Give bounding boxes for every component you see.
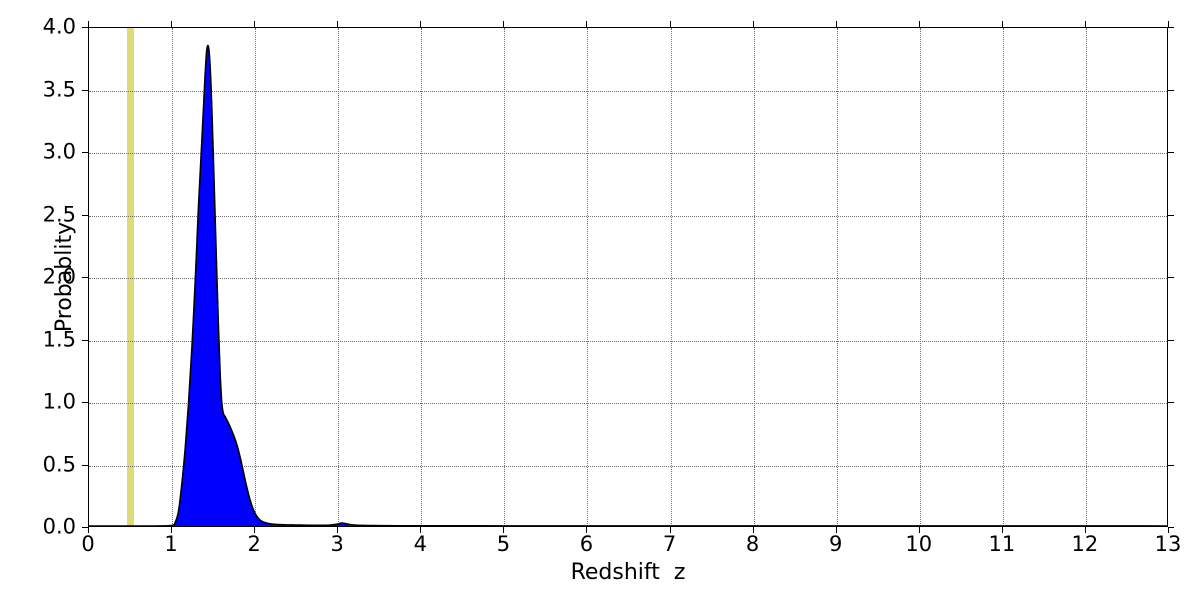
gridline-vertical [255, 28, 257, 526]
x-tick-mark-top [171, 21, 173, 27]
gridline-horizontal [89, 340, 1167, 342]
x-tick-mark [586, 527, 588, 533]
y-tick-mark-right [1168, 152, 1174, 153]
y-tick-label: 4.0 [42, 14, 76, 39]
y-tick-mark [82, 152, 88, 153]
y-tick-mark [82, 339, 88, 341]
x-tick-label: 2 [247, 532, 261, 556]
y-tick-mark-right [1168, 527, 1174, 528]
y-tick-mark [82, 214, 88, 216]
y-tick-mark-right [1168, 27, 1174, 28]
gridline-horizontal [89, 278, 1167, 279]
x-tick-mark-top [1168, 21, 1169, 27]
pdf-fill-area [89, 45, 1167, 526]
x-tick-label: 5 [496, 532, 511, 556]
x-tick-mark-top [254, 21, 256, 27]
x-tick-label: 0 [81, 532, 95, 556]
gridline-vertical [919, 28, 921, 526]
x-tick-label: 13 [1154, 532, 1182, 556]
gridline-vertical [1085, 28, 1087, 526]
y-tick-label: 1.0 [42, 389, 76, 414]
x-tick-mark [752, 527, 754, 533]
spectroscopic-redshift-band [126, 28, 135, 526]
y-tick-mark-right [1168, 277, 1174, 278]
x-tick-mark [1168, 527, 1169, 533]
x-tick-mark [254, 527, 256, 533]
y-tick-label: 2.5 [42, 202, 76, 226]
gridline-vertical [421, 28, 423, 526]
x-tick-mark [1084, 527, 1086, 533]
y-tick-label: 0.5 [42, 452, 76, 476]
x-tick-mark-top [918, 21, 920, 27]
y-tick-label: 1.5 [42, 327, 76, 351]
x-tick-mark [337, 527, 339, 533]
x-axis-title: Redshift z [570, 560, 686, 585]
y-tick-label: 3.0 [42, 139, 76, 164]
y-axis-title: Probablity [52, 221, 78, 333]
y-tick-mark [82, 402, 88, 403]
x-tick-label: 9 [829, 532, 843, 556]
plot-area [88, 27, 1168, 527]
x-tick-mark-top [1084, 21, 1086, 27]
gridline-vertical [836, 28, 838, 526]
x-tick-label: 4 [413, 532, 427, 556]
x-tick-label: 3 [330, 532, 344, 556]
y-tick-mark [82, 277, 88, 278]
x-tick-mark [1001, 527, 1003, 533]
y-tick-mark [82, 527, 88, 528]
y-tick-mark-right [1168, 402, 1174, 403]
y-tick-mark [82, 89, 88, 91]
y-tick-label: 3.5 [42, 77, 76, 101]
y-tick-mark-right [1168, 89, 1174, 91]
gridline-horizontal [89, 90, 1167, 92]
x-tick-mark-top [586, 21, 588, 27]
gridline-horizontal [89, 465, 1167, 467]
y-tick-mark-right [1168, 464, 1174, 466]
gridline-vertical [1002, 28, 1004, 526]
gridline-vertical [753, 28, 755, 526]
gridline-horizontal [89, 403, 1167, 404]
gridline-vertical [587, 28, 589, 526]
gridline-horizontal [89, 215, 1167, 217]
gridline-vertical [172, 28, 174, 526]
y-tick-label: 0.0 [42, 514, 76, 539]
gridline-vertical [338, 28, 340, 526]
x-tick-mark [835, 527, 837, 533]
x-tick-mark [171, 527, 173, 533]
x-tick-mark-top [337, 21, 339, 27]
x-tick-label: 6 [579, 532, 594, 556]
x-tick-mark-top [669, 21, 671, 27]
gridline-horizontal [89, 153, 1167, 154]
x-tick-mark-top [1001, 21, 1003, 27]
x-tick-mark [918, 527, 920, 533]
x-tick-label: 11 [988, 532, 1016, 556]
x-tick-label: 10 [905, 532, 933, 556]
x-tick-mark-top [752, 21, 754, 27]
x-tick-label: 7 [662, 532, 677, 556]
x-tick-label: 12 [1071, 532, 1099, 556]
y-tick-mark [82, 27, 88, 28]
pdf-outline [89, 45, 1167, 526]
y-tick-mark-right [1168, 214, 1174, 216]
gridline-vertical [670, 28, 672, 526]
x-tick-mark [420, 527, 422, 533]
gridline-vertical [504, 28, 506, 526]
x-tick-label: 1 [164, 532, 178, 556]
x-tick-mark-top [88, 21, 89, 27]
x-tick-mark [669, 527, 671, 533]
x-tick-mark [503, 527, 505, 533]
y-tick-mark-right [1168, 339, 1174, 341]
redshift-pdf-curve [89, 28, 1167, 526]
y-tick-mark [82, 464, 88, 466]
x-tick-mark [88, 527, 89, 533]
y-tick-label: 2.0 [42, 264, 76, 289]
x-tick-mark-top [503, 21, 505, 27]
x-tick-mark-top [835, 21, 837, 27]
x-tick-mark-top [420, 21, 422, 27]
x-tick-label: 8 [745, 532, 760, 556]
